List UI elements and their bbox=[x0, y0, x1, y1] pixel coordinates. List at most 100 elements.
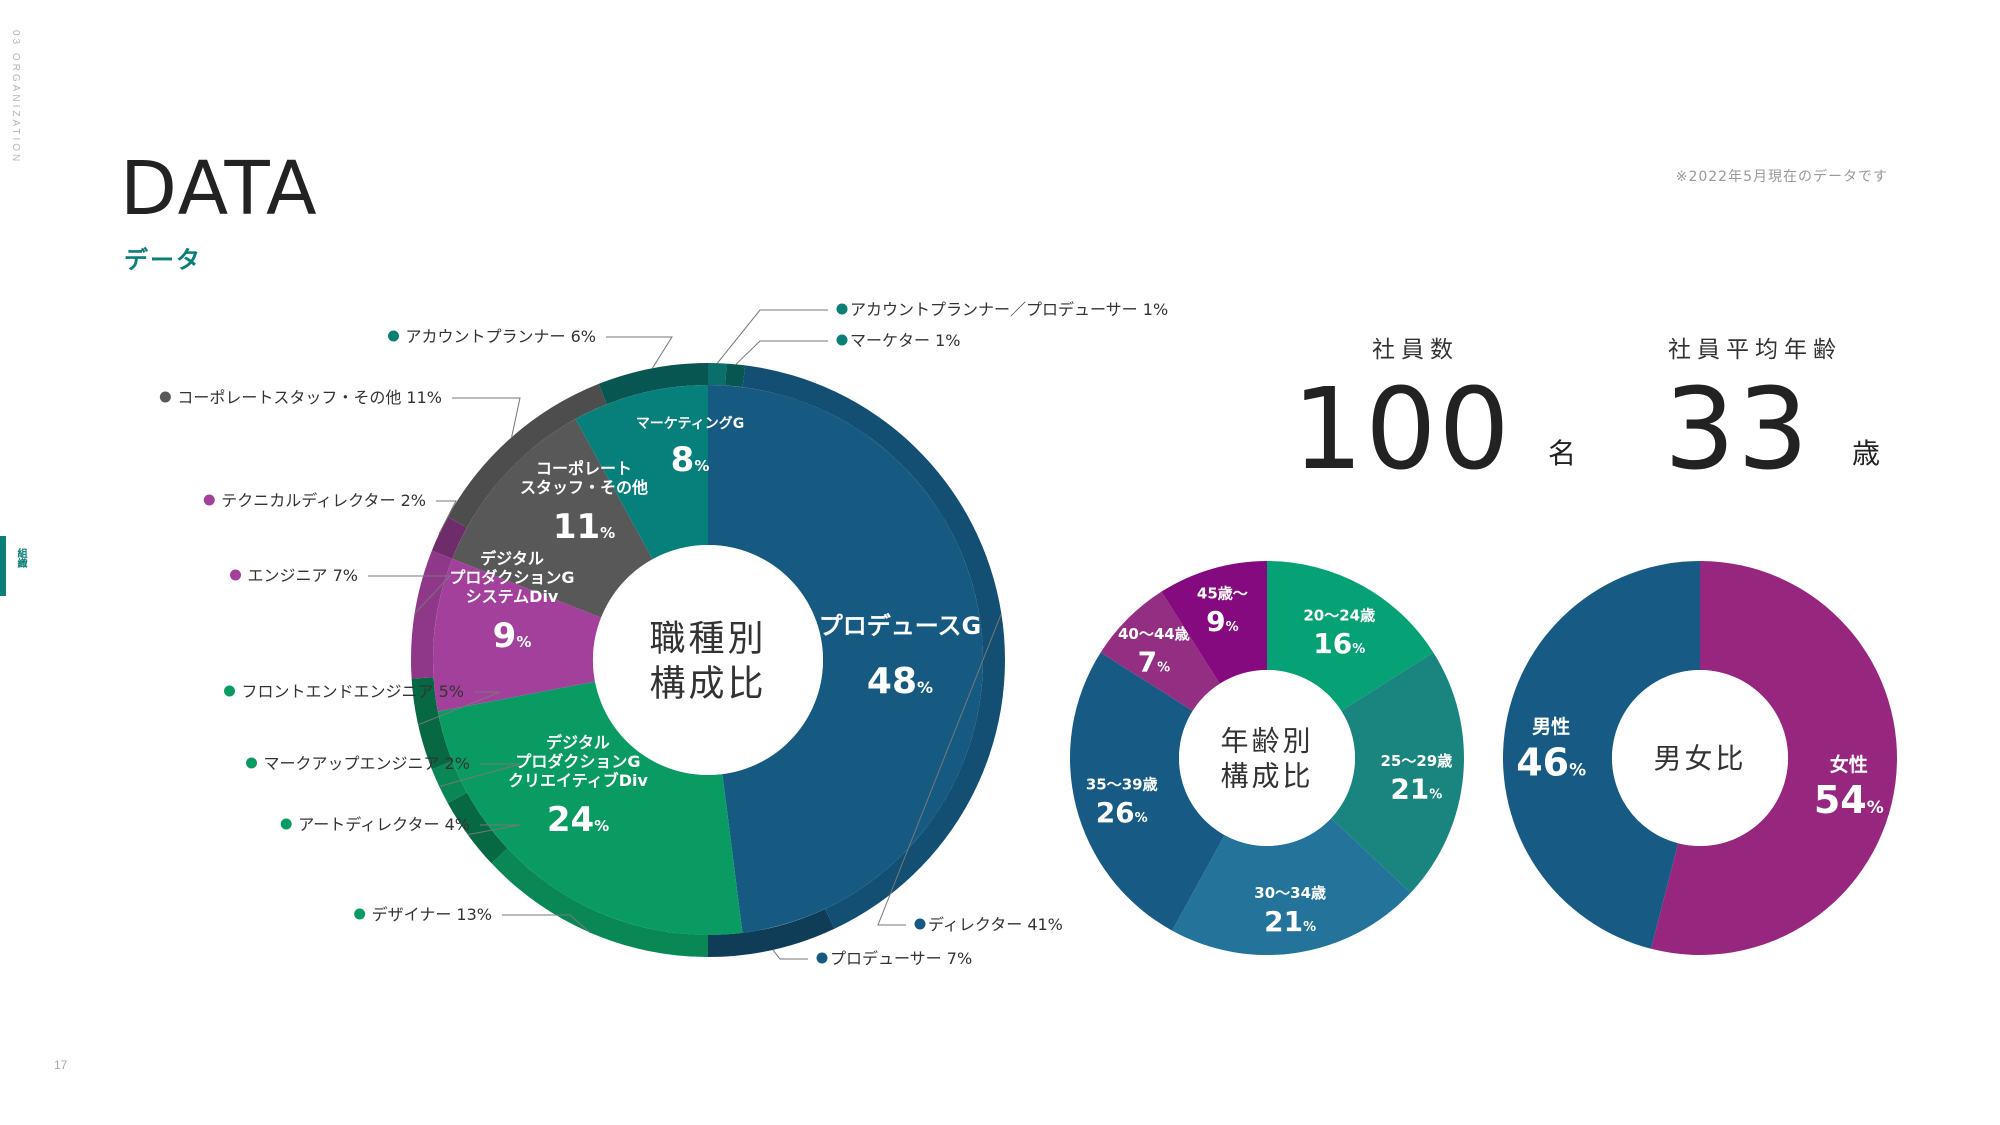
role-label: デザイナー 13% bbox=[372, 905, 492, 924]
slice bbox=[1069, 652, 1225, 931]
side-tab-label: 組織 bbox=[15, 548, 26, 568]
slice-label: 25～29歳 bbox=[1380, 752, 1452, 770]
role-leader-line bbox=[772, 949, 808, 960]
role-legend-dot bbox=[914, 918, 926, 930]
slice bbox=[1331, 652, 1464, 893]
role-legend-dot bbox=[230, 569, 242, 581]
role-legend-dot bbox=[836, 334, 848, 346]
avg-age-unit: 歳 bbox=[1852, 437, 1881, 470]
page-title: DATA bbox=[120, 146, 319, 232]
donut-center bbox=[1612, 670, 1788, 846]
role-leader-line bbox=[502, 914, 591, 933]
role-segment bbox=[725, 363, 746, 388]
role-leader-line bbox=[735, 340, 828, 365]
role-segment bbox=[598, 363, 708, 405]
slice bbox=[1161, 561, 1267, 684]
employees-label: 社員数 bbox=[1372, 337, 1459, 363]
slice bbox=[1267, 561, 1434, 711]
role-legend-dot bbox=[836, 303, 848, 315]
group-label: スタッフ・その他 bbox=[520, 478, 648, 497]
role-label: アカウントプランナー／プロデューサー 1% bbox=[850, 300, 1168, 319]
group-label: プロダクションG bbox=[449, 568, 574, 587]
role-legend-dot bbox=[203, 494, 215, 506]
role-legend-dot bbox=[224, 685, 236, 697]
group-label: プロデュースG bbox=[819, 612, 982, 640]
slice bbox=[1502, 561, 1700, 949]
donut-center-label: 男女比 bbox=[1653, 742, 1746, 775]
group-label: マーケティングG bbox=[636, 415, 744, 432]
role-leader-line bbox=[606, 336, 673, 369]
group-segment bbox=[708, 385, 983, 933]
role-segment bbox=[431, 516, 468, 559]
group-label: クリエイティブDiv bbox=[508, 771, 648, 790]
group-label: コーポレート bbox=[536, 459, 632, 478]
slice-label: 35～39歳 bbox=[1086, 775, 1158, 793]
group-segment bbox=[575, 385, 708, 560]
role-segment bbox=[447, 383, 607, 528]
role-legend-dot bbox=[354, 908, 366, 920]
group-label: デジタル bbox=[546, 733, 610, 752]
occupation-center-label: 構成比 bbox=[649, 663, 766, 704]
donut-center-label: 年齢別 bbox=[1220, 725, 1313, 758]
group-label: システムDiv bbox=[466, 587, 559, 606]
employees-value: 100 bbox=[1292, 365, 1512, 495]
slice-label: 40～44歳 bbox=[1118, 625, 1190, 643]
role-segment bbox=[411, 550, 453, 679]
role-legend-dot bbox=[816, 952, 828, 964]
role-legend-dot bbox=[388, 330, 400, 342]
slice bbox=[1172, 818, 1411, 955]
slice-value: 54% bbox=[1814, 778, 1884, 822]
group-label: プロダクションG bbox=[515, 752, 640, 771]
role-segment bbox=[742, 365, 1005, 929]
slice-label: 男性 bbox=[1532, 715, 1570, 738]
employees-unit: 名 bbox=[1548, 437, 1577, 470]
role-segment bbox=[491, 848, 708, 957]
data-date-note: ※2022年5月現在のデータです bbox=[1675, 169, 1888, 185]
donut-center-label: 構成比 bbox=[1220, 760, 1313, 793]
role-label: アカウントプランナー 6% bbox=[406, 327, 596, 346]
role-label: ディレクター 41% bbox=[928, 915, 1063, 934]
group-value: 9% bbox=[493, 616, 532, 656]
occupation-center-label: 職種別 bbox=[649, 618, 766, 659]
role-leader-line bbox=[368, 575, 452, 614]
group-label: デジタル bbox=[480, 549, 544, 568]
role-leader-line bbox=[439, 763, 521, 787]
role-leader-line bbox=[452, 397, 521, 438]
role-leader-line bbox=[436, 500, 457, 534]
slice bbox=[1651, 561, 1897, 955]
page-number: 17 bbox=[54, 1058, 68, 1072]
role-legend-dot bbox=[246, 757, 258, 769]
role-leader-line bbox=[716, 309, 828, 364]
group-segment bbox=[432, 558, 602, 712]
occupation-center bbox=[593, 545, 823, 775]
age-donut-chart: 20～24歳16%25～29歳21%30～34歳21%35～39歳26%40～4… bbox=[1069, 561, 1464, 955]
role-label: フロントエンドエンジニア 5% bbox=[242, 682, 464, 701]
section-label: 03 ORGANIZATION bbox=[10, 30, 21, 165]
role-label: エンジニア 7% bbox=[248, 566, 358, 585]
slice-label: 45歳～ bbox=[1197, 584, 1248, 602]
group-segment bbox=[452, 419, 653, 618]
role-leader-line bbox=[467, 824, 521, 836]
role-legend-dot bbox=[159, 391, 171, 403]
side-tab-marker bbox=[0, 536, 6, 596]
role-label: アートディレクター 4% bbox=[298, 815, 470, 834]
occupation-donut-chart: 職種別構成比プロデュースG48%デジタルプロダクションGクリエイティブDiv24… bbox=[159, 300, 1168, 968]
role-segment bbox=[708, 363, 727, 386]
role-label: コーポレートスタッフ・その他 11% bbox=[177, 388, 442, 407]
avg-age-value: 33 bbox=[1664, 365, 1811, 495]
role-label: テクニカルディレクター 2% bbox=[221, 491, 426, 510]
donut-center bbox=[1179, 670, 1355, 846]
role-segment bbox=[708, 908, 835, 957]
role-label: プロデューサー 7% bbox=[830, 949, 972, 968]
role-label: マークアップエンジニア 2% bbox=[264, 754, 470, 773]
slice-label: 女性 bbox=[1830, 753, 1868, 776]
role-leader-line bbox=[877, 613, 1002, 926]
role-segment bbox=[447, 792, 508, 864]
slice-label: 30～34歳 bbox=[1254, 884, 1326, 902]
role-segment bbox=[431, 761, 468, 804]
slice bbox=[1100, 591, 1220, 711]
role-legend-dot bbox=[280, 818, 292, 830]
slice-label: 20～24歳 bbox=[1303, 607, 1375, 625]
